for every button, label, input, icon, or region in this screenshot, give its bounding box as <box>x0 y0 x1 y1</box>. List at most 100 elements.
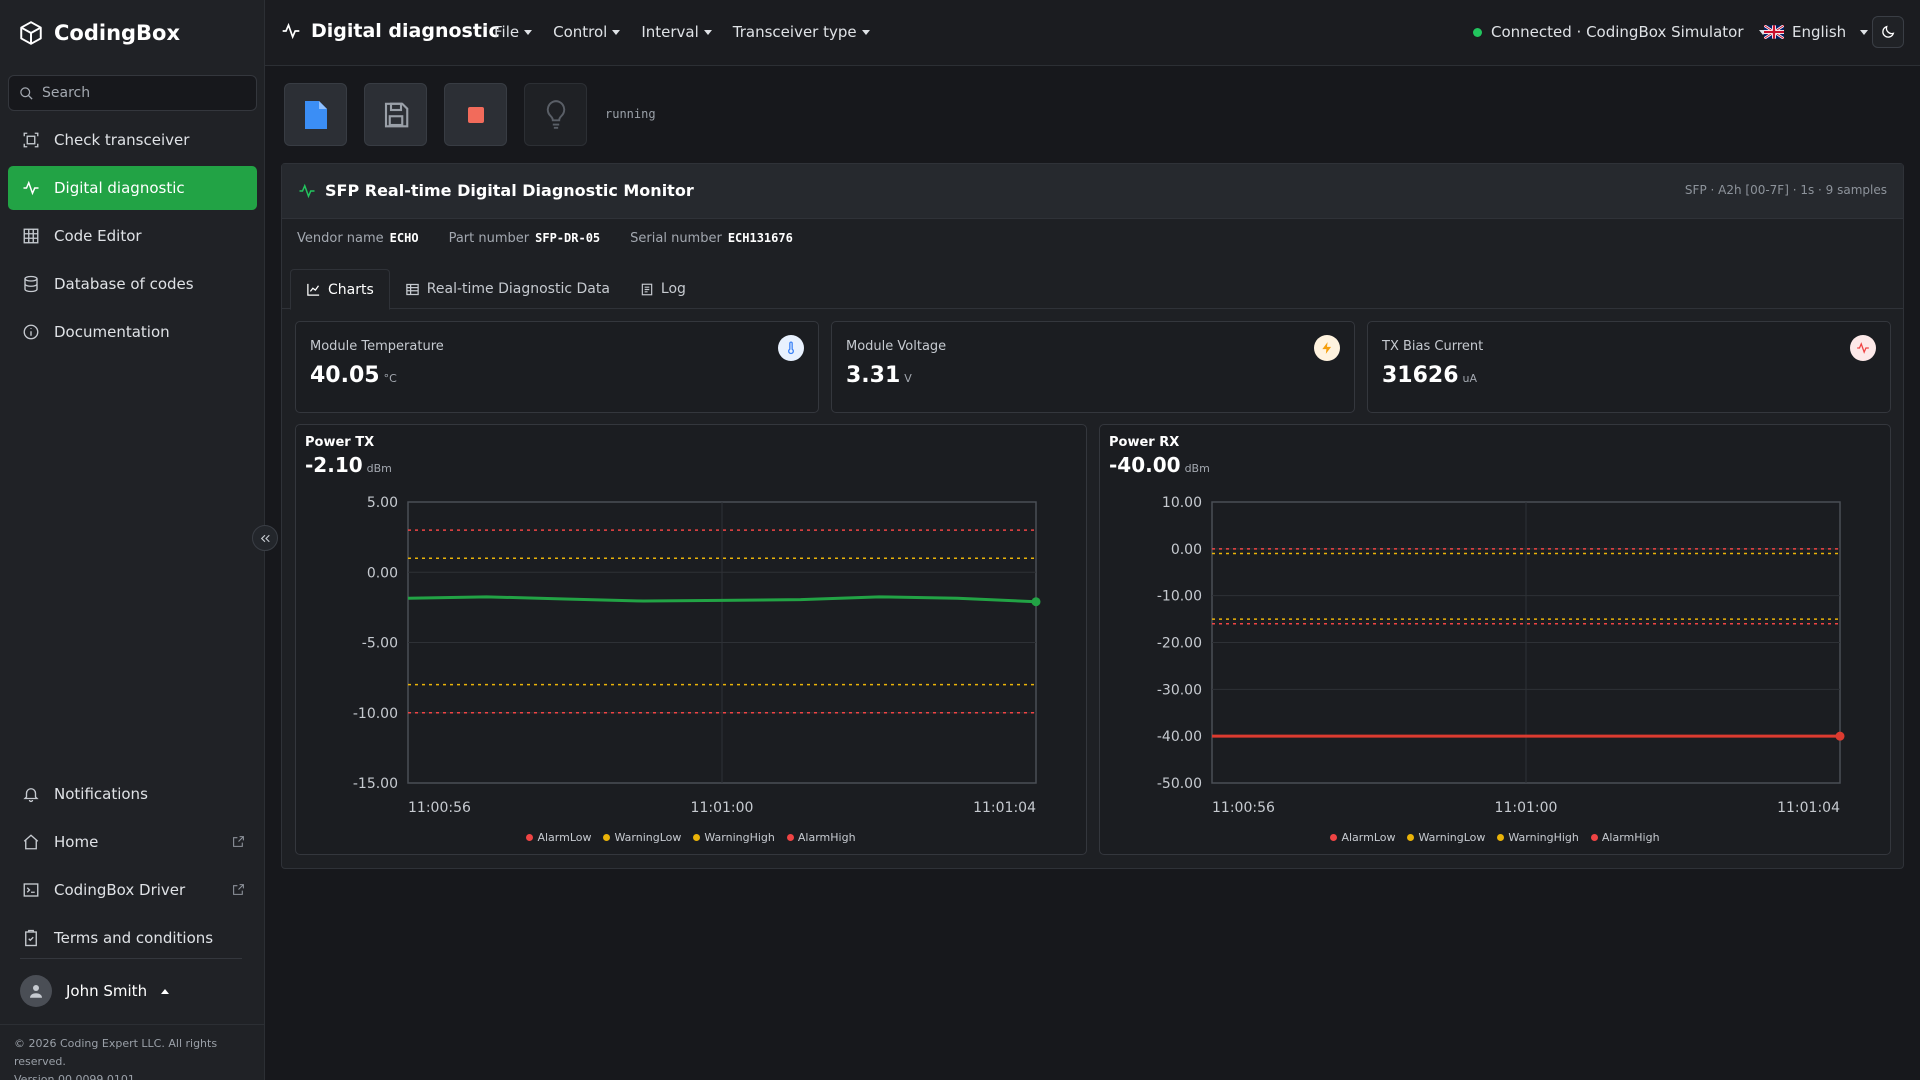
legend-label: AlarmLow <box>537 831 592 844</box>
y-tick-label: -40.00 <box>1157 729 1202 745</box>
pulse-icon <box>1850 335 1876 361</box>
chart-title: Power TX <box>305 435 375 450</box>
stat-number: 3.31 <box>846 363 901 388</box>
menu-transceiver-type[interactable]: Transceiver type <box>733 23 870 41</box>
connection-dropdown[interactable]: Connected · CodingBox Simulator <box>1473 23 1767 41</box>
legend-item[interactable]: AlarmHigh <box>786 831 856 844</box>
divider <box>0 1024 265 1025</box>
stat-label: Module Voltage <box>846 339 947 354</box>
cube-icon <box>18 20 44 46</box>
menu-label: Transceiver type <box>732 23 857 41</box>
stat-number: 31626 <box>1382 363 1459 388</box>
tab-log[interactable]: Log <box>625 269 701 309</box>
stat-card-voltage: Module Voltage 3.31 V <box>831 321 1355 413</box>
sidebar-item-database[interactable]: Database of codes <box>8 262 257 306</box>
file-icon <box>303 99 329 131</box>
sidebar-item-code-editor[interactable]: Code Editor <box>8 214 257 258</box>
menu-bar: File Control Interval Transceiver type <box>494 23 870 41</box>
legend-item[interactable]: WarningLow <box>1407 831 1485 844</box>
stat-unit: uA <box>1462 372 1478 385</box>
sidebar-item-codingbox-driver[interactable]: CodingBox Driver <box>8 868 257 912</box>
legend-item[interactable]: WarningHigh <box>1497 831 1579 844</box>
y-tick-label: -50.00 <box>1157 776 1202 792</box>
tab-realtime-data[interactable]: Real-time Diagnostic Data <box>390 269 625 309</box>
terminal-icon <box>22 881 40 899</box>
lightbulb-icon <box>543 99 569 131</box>
language-dropdown[interactable]: English <box>1764 23 1869 41</box>
sidebar-item-home[interactable]: Home <box>8 820 257 864</box>
chart-legend: AlarmLow WarningLow WarningHigh AlarmHigh <box>296 831 1086 844</box>
menu-interval[interactable]: Interval <box>641 23 712 41</box>
stop-button[interactable] <box>444 83 507 146</box>
theme-toggle-button[interactable] <box>1872 16 1904 48</box>
user-menu[interactable]: John Smith <box>20 975 170 1007</box>
legend-swatch <box>1590 834 1598 841</box>
legend-label: AlarmLow <box>1341 831 1396 844</box>
line-chart-icon <box>306 282 321 297</box>
legend-item[interactable]: WarningHigh <box>693 831 775 844</box>
legend-swatch <box>526 834 534 841</box>
stat-card-bias-current: TX Bias Current 31626 uA <box>1367 321 1891 413</box>
sidebar-item-documentation[interactable]: Documentation <box>8 310 257 354</box>
tab-label: Log <box>660 281 686 297</box>
collapse-sidebar-button[interactable] <box>252 525 278 551</box>
brand[interactable]: CodingBox <box>18 18 180 48</box>
panel-title: SFP Real-time Digital Diagnostic Monitor <box>298 181 694 200</box>
serial-label: Serial number <box>630 231 722 246</box>
legend-item[interactable]: AlarmHigh <box>1590 831 1660 844</box>
caret-down-icon <box>612 29 621 35</box>
search-input[interactable]: Search <box>8 75 257 111</box>
legend-item[interactable]: AlarmLow <box>1330 831 1395 844</box>
sidebar-item-check-transceiver[interactable]: Check transceiver <box>8 118 257 162</box>
chart-plot[interactable]: 10.00 0.00 -10.00 -20.00 -30.00 -40.00 -50.00 1… <box>1100 425 1892 825</box>
menu-label: Interval <box>641 23 699 41</box>
sidebar-item-label: CodingBox Driver <box>54 881 186 899</box>
clipboard-icon <box>22 929 40 947</box>
stop-icon <box>467 106 485 124</box>
new-file-button[interactable] <box>284 83 347 146</box>
avatar <box>20 975 52 1007</box>
chart-unit: dBm <box>1184 462 1210 475</box>
pulse-icon <box>281 21 301 41</box>
scan-icon <box>22 131 40 149</box>
sidebar-item-label: Notifications <box>54 785 148 803</box>
chart-value: -40.00 <box>1109 453 1181 477</box>
pulse-icon <box>298 182 316 200</box>
legend-swatch <box>1330 834 1338 841</box>
chart-current-value: -2.10 dBm <box>305 453 392 477</box>
legend-swatch <box>603 834 611 841</box>
indicator-button[interactable] <box>524 83 587 146</box>
y-tick-label: 10.00 <box>1162 495 1202 511</box>
sidebar-item-notifications[interactable]: Notifications <box>8 772 257 816</box>
copyright: © 2026 Coding Expert LLC. All rights res… <box>14 1035 264 1080</box>
last-point <box>1031 597 1041 607</box>
info-icon <box>22 323 40 341</box>
chart-value: -2.10 <box>305 453 363 477</box>
chevrons-left-icon <box>259 532 272 545</box>
sidebar-item-terms[interactable]: Terms and conditions <box>8 916 257 960</box>
chart-plot[interactable]: 5.00 0.00 -5.00 -10.00 -15.00 11:00:56 11:01:0… <box>296 425 1088 825</box>
sidebar-item-label: Documentation <box>54 323 170 341</box>
stat-value: 31626 uA <box>1382 363 1477 388</box>
connection-text: Connected · CodingBox Simulator <box>1491 23 1744 41</box>
stat-unit: °C <box>383 372 397 385</box>
y-tick-label: 5.00 <box>367 495 398 511</box>
main-nav: Check transceiver Digital diagnostic Cod… <box>8 118 257 358</box>
tab-charts[interactable]: Charts <box>290 269 390 310</box>
legend-swatch <box>693 834 701 841</box>
external-link-icon <box>232 835 245 848</box>
menu-file[interactable]: File <box>494 23 533 41</box>
legend-item[interactable]: AlarmLow <box>526 831 591 844</box>
divider <box>20 958 242 959</box>
save-button[interactable] <box>364 83 427 146</box>
legend-swatch <box>786 834 794 841</box>
legend-item[interactable]: WarningLow <box>603 831 681 844</box>
language-label: English <box>1792 23 1847 41</box>
sidebar-item-digital-diagnostic[interactable]: Digital diagnostic <box>8 166 257 210</box>
table-icon <box>405 282 420 297</box>
menu-control[interactable]: Control <box>553 23 621 41</box>
sidebar: CodingBox Search Check transceiver Digit… <box>0 0 265 1080</box>
x-tick-label: 11:00:56 <box>1212 800 1275 816</box>
stat-unit: V <box>904 372 912 385</box>
last-point <box>1835 731 1845 741</box>
